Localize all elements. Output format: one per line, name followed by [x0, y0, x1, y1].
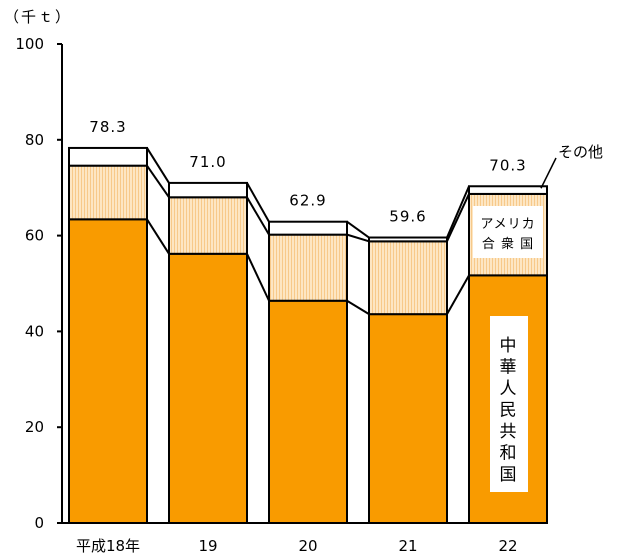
connector-line: [446, 274, 470, 315]
series-label-other: その他: [558, 143, 603, 161]
y-tick-label: 40: [25, 322, 44, 340]
bar-segment-other: [368, 236, 448, 243]
bar-segment-usa: [168, 196, 248, 255]
y-tick-label: 60: [25, 227, 44, 245]
connector-lines: [146, 147, 470, 316]
connector-line: [246, 253, 270, 302]
y-tick-label: 0: [34, 514, 44, 532]
x-tick-label: 22: [498, 537, 517, 555]
y-tick-label: 100: [15, 35, 44, 53]
total-label: 59.6: [389, 208, 426, 226]
bar-segment-usa: [268, 233, 348, 302]
series-label-usa-line: 合 衆 国: [482, 236, 534, 252]
series-label-usa-bg: [473, 206, 543, 258]
y-tick-label: 20: [25, 418, 44, 436]
total-label: 62.9: [289, 192, 326, 210]
connector-line: [446, 185, 470, 238]
y-tick-label: 80: [25, 131, 44, 149]
x-tick-label: 20: [298, 537, 317, 555]
series-label-china-char: 民: [500, 401, 517, 421]
series-label-china-char: 国: [500, 465, 517, 485]
bar-segment-usa: [368, 240, 448, 316]
bar-segment-other: [68, 146, 148, 167]
series-label-china-char: 和: [500, 444, 517, 464]
series-label-china-char: 中: [500, 336, 517, 356]
series-label-china-char: 人: [500, 379, 517, 399]
bar-segment-other: [168, 181, 248, 199]
x-tick-label: 19: [198, 537, 217, 555]
connector-line: [146, 218, 170, 255]
bar-segment-china: [268, 299, 348, 524]
connector-line: [146, 147, 170, 184]
bar-segment-other: [268, 220, 348, 236]
series-label-usa-line: アメリカ: [480, 217, 535, 232]
x-tick-label: 平成18年: [76, 537, 140, 555]
series-label-china-char: 華: [500, 358, 517, 378]
bar-segment-usa: [68, 164, 148, 221]
bar-segment-china: [368, 313, 448, 524]
connector-line: [246, 182, 270, 223]
other-leader-line: [540, 157, 557, 189]
series-label-china-char: 共: [500, 422, 517, 442]
series-label-china-bg: [490, 316, 528, 492]
connector-line: [346, 220, 370, 239]
connector-line: [246, 196, 270, 236]
total-label: 78.3: [89, 118, 126, 136]
total-label: 70.3: [489, 156, 526, 174]
bar-segment-china: [68, 218, 148, 524]
connector-line: [346, 233, 370, 243]
y-axis-ticks: 0 20 40 60 80 100: [15, 35, 62, 532]
total-label: 71.0: [189, 153, 226, 171]
total-labels: 78.3 71.0 62.9 59.6 70.3: [89, 118, 526, 226]
axes: [61, 44, 546, 524]
x-axis-labels: 平成18年 19 20 21 22: [76, 537, 518, 555]
connector-line: [446, 193, 470, 242]
connector-line: [346, 299, 370, 316]
bar-segment-china: [168, 252, 248, 524]
connector-line: [146, 165, 170, 198]
bar-stacks: [68, 146, 548, 524]
bar-segment-other: [468, 185, 548, 195]
x-tick-label: 21: [398, 537, 417, 555]
y-axis-unit-label: （千ｔ）: [4, 8, 72, 26]
